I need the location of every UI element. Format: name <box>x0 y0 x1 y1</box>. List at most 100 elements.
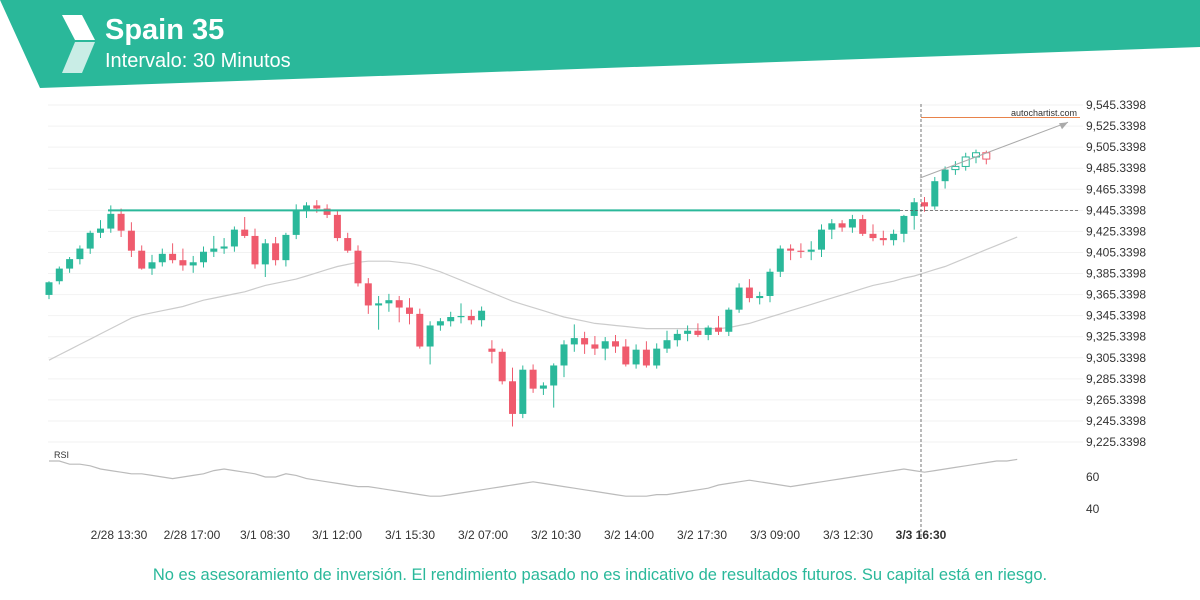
candle-body <box>488 348 496 352</box>
moving-average-layer <box>48 236 1018 361</box>
x-tick-label: 3/2 14:00 <box>604 528 654 542</box>
candle <box>910 198 918 230</box>
candle-body <box>879 238 887 241</box>
y-tick-label: 9,365.3398 <box>1086 288 1146 302</box>
candle <box>138 245 146 270</box>
candle-body <box>107 213 115 229</box>
candles-layer <box>45 149 991 427</box>
y-tick-label: 9,265.3398 <box>1086 393 1146 407</box>
candle-body <box>941 169 949 182</box>
candle <box>673 329 681 347</box>
candle <box>663 330 671 353</box>
candle <box>684 325 692 342</box>
candle <box>344 232 352 253</box>
candle-body <box>86 232 94 249</box>
candle-body <box>890 233 898 241</box>
x-tick-label: 3/1 12:00 <box>312 528 362 542</box>
candle-body <box>550 365 558 386</box>
candle-body <box>406 307 413 314</box>
candle <box>447 311 455 327</box>
x-tick-label: 3/2 10:30 <box>531 528 581 542</box>
candle-body <box>951 165 960 171</box>
candle-body <box>179 260 187 266</box>
candle-body <box>642 349 650 366</box>
candle-body <box>828 223 836 230</box>
candle-body <box>478 310 486 321</box>
candle <box>848 214 856 233</box>
candle <box>179 248 187 271</box>
candle <box>818 224 825 258</box>
candle-body <box>735 287 743 310</box>
candle <box>436 318 444 331</box>
candle <box>921 196 928 212</box>
y-tick-label: 9,325.3398 <box>1086 330 1146 344</box>
x-tick-label: 2/28 17:00 <box>164 528 221 542</box>
risk-disclaimer: No es asesoramiento de inversión. El ren… <box>152 566 1048 584</box>
candle-body <box>169 253 177 261</box>
candle <box>55 266 63 285</box>
candle <box>653 343 661 369</box>
candle-body <box>910 202 918 216</box>
candle-body <box>189 262 197 266</box>
candle-body <box>684 330 692 334</box>
candle <box>76 245 84 265</box>
candle <box>416 308 424 349</box>
candle-body <box>395 300 403 308</box>
y-tick-label: 9,445.3398 <box>1086 203 1146 217</box>
candle-body <box>364 283 372 306</box>
candle-body <box>76 248 84 260</box>
candle <box>715 315 722 335</box>
candle <box>406 298 413 325</box>
candle <box>869 224 877 242</box>
candle <box>364 278 372 314</box>
candle-body <box>519 369 527 414</box>
candle <box>230 226 238 252</box>
candle-body <box>776 248 784 272</box>
candle-body <box>138 250 146 269</box>
candle-body <box>725 309 733 332</box>
candle <box>622 339 630 367</box>
candle <box>900 214 908 243</box>
candle <box>632 344 640 369</box>
candle <box>529 364 537 393</box>
candle <box>539 382 547 395</box>
x-tick-label: 2/28 13:30 <box>91 528 148 542</box>
candle <box>550 363 558 408</box>
candle-body <box>230 229 238 247</box>
candle-body <box>653 348 661 366</box>
candle-body <box>539 385 547 389</box>
x-tick-label: 3/2 17:30 <box>677 528 727 542</box>
candle-body <box>313 205 321 209</box>
instrument-title: Spain 35 <box>105 14 225 46</box>
y-tick-label: 9,285.3398 <box>1086 372 1146 386</box>
candle-body <box>261 243 269 265</box>
candle <box>560 340 568 378</box>
candle <box>581 331 589 354</box>
candle-body <box>869 233 877 239</box>
projection-arrowhead <box>1059 122 1068 130</box>
candle <box>735 283 743 313</box>
y-tick-label: 9,345.3398 <box>1086 309 1146 323</box>
candle-body <box>694 330 702 335</box>
candle <box>97 220 104 239</box>
candle-body <box>632 349 640 365</box>
y-tick-label: 9,405.3398 <box>1086 245 1146 259</box>
candle-body <box>127 230 135 251</box>
candle <box>189 255 197 273</box>
candle <box>745 279 753 303</box>
candle <box>612 334 619 353</box>
candle-body <box>344 238 352 251</box>
levels-layer <box>108 104 1080 538</box>
candle <box>251 228 259 269</box>
candle-body <box>220 246 228 249</box>
candle-body <box>416 313 424 347</box>
candle-body <box>333 214 341 239</box>
candle-body <box>447 317 455 322</box>
price-chart: 9,545.3398 9,525.3398 9,505.3398 9,485.3398… <box>45 98 1146 542</box>
candle-body <box>591 344 599 349</box>
candle-body <box>457 315 465 318</box>
candle <box>333 209 341 242</box>
candle <box>890 229 898 246</box>
candle <box>385 293 393 312</box>
candle <box>519 365 527 419</box>
